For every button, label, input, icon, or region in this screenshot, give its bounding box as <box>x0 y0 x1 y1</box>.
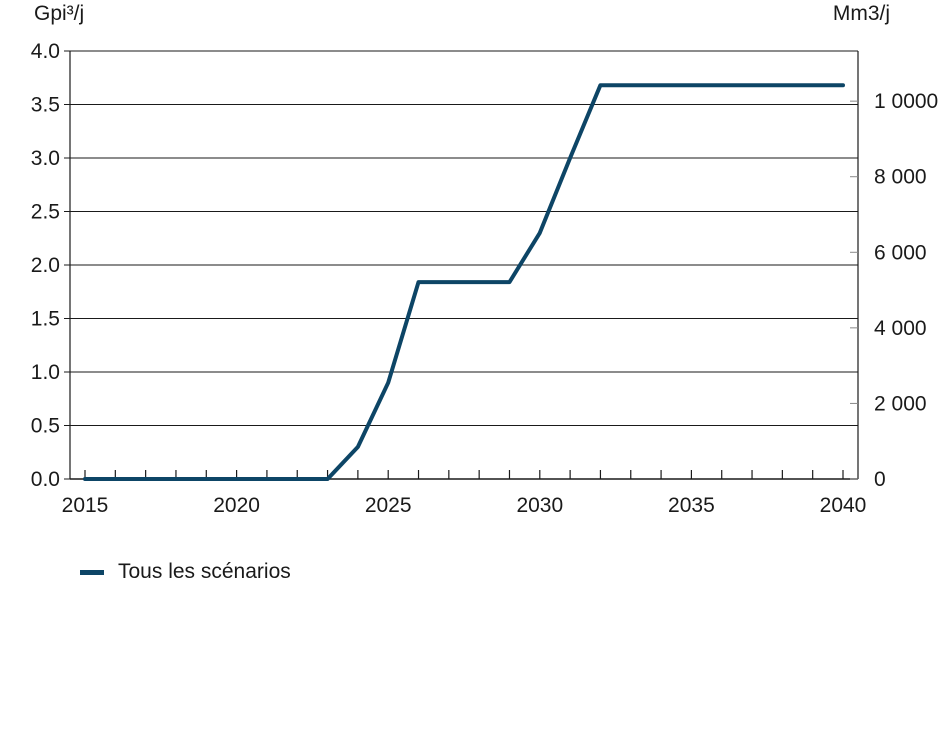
series-line <box>83 83 845 481</box>
x-tick-label: 2030 <box>516 494 563 517</box>
x-tick-label: 2040 <box>820 494 867 517</box>
line-chart: 0.0 0.5 1.0 1.5 2.0 2.5 3.0 3.5 4.0 2015 2020 2025 2… <box>31 40 938 517</box>
y2-tick-label: 4 000 <box>874 317 927 340</box>
y-tick-label: 1.5 <box>31 308 60 331</box>
ticks <box>64 50 858 480</box>
y-tick-label: 1.0 <box>31 361 60 384</box>
y-tick-label: 2.0 <box>31 254 60 277</box>
x-tick-label: 2025 <box>365 494 412 517</box>
y2-tick-label: 0 <box>874 468 886 491</box>
x-tick-label: 2020 <box>213 494 260 517</box>
legend-label: Tous les scénarios <box>118 560 291 583</box>
x-tick-label: 2015 <box>62 494 109 517</box>
y-tick-label: 4.0 <box>31 40 60 63</box>
y-tick-label: 0.0 <box>31 468 60 491</box>
right-axis-unit-label: Mm3/j <box>832 2 890 25</box>
grid-lines <box>70 50 858 480</box>
legend-swatch <box>80 569 104 575</box>
x-tick-label: 2035 <box>668 494 715 517</box>
left-axis-unit-label: Gpi³/j <box>34 2 85 25</box>
legend: Tous les scénarios <box>80 560 291 584</box>
y-tick-label: 3.0 <box>31 147 60 170</box>
y-tick-label: 3.5 <box>31 94 60 117</box>
y-tick-label: 0.5 <box>31 415 60 438</box>
series-layer <box>83 83 845 481</box>
y2-tick-label: 8 000 <box>874 166 927 189</box>
tick-labels: 0.0 0.5 1.0 1.5 2.0 2.5 3.0 3.5 4.0 2015 2020 2025 2… <box>31 40 938 517</box>
y2-tick-label: 2 000 <box>874 392 927 415</box>
y2-tick-label: 6 000 <box>874 241 927 264</box>
y-tick-label: 2.5 <box>31 201 60 224</box>
y2-tick-label: 1 0000 <box>874 90 938 113</box>
